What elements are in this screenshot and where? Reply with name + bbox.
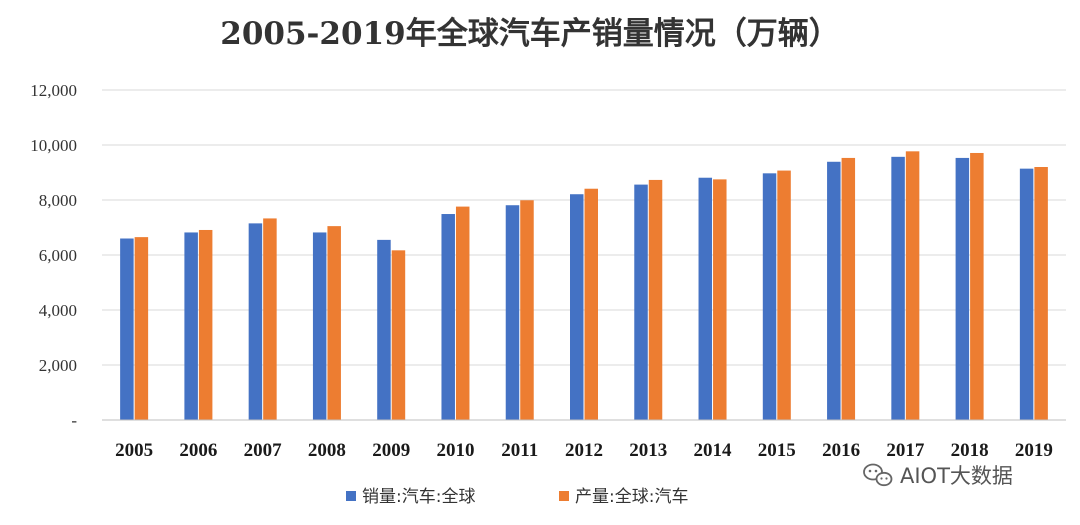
- watermark: AIOT大数据: [863, 463, 1013, 488]
- legend-swatch-sales: [346, 491, 356, 501]
- y-axis-ticks: - 2,000 4,000 6,000 8,000 10,000 12,000: [30, 81, 77, 430]
- bar-sales-2007: [248, 223, 263, 420]
- bar-sales-2009: [377, 239, 391, 420]
- x-tick-label: 2014: [694, 440, 733, 461]
- x-tick-label: 2013: [629, 440, 667, 461]
- y-tick-label: 2,000: [39, 356, 77, 375]
- bar-sales-2013: [634, 184, 648, 420]
- legend: 销量:汽车:全球 产量:全球:汽车: [346, 487, 688, 507]
- x-tick-label: 2011: [501, 440, 538, 461]
- bar-production-2016: [841, 157, 856, 421]
- watermark-text: AIOT大数据: [900, 464, 1013, 488]
- x-tick-label: 2006: [179, 440, 217, 461]
- bar-sales-2018: [955, 157, 970, 421]
- bars: [120, 151, 1048, 421]
- x-tick-label: 2018: [951, 440, 989, 461]
- y-tick-label: 6,000: [39, 246, 77, 265]
- bar-production-2018: [970, 152, 984, 420]
- bar-sales-2010: [441, 214, 455, 420]
- grid-lines: [102, 89, 1066, 366]
- y-tick-label: 8,000: [39, 191, 77, 210]
- bar-production-2008: [327, 226, 341, 420]
- x-tick-label: 2007: [244, 440, 283, 461]
- x-tick-label: 2009: [372, 440, 410, 461]
- y-tick-label: 12,000: [30, 81, 77, 100]
- bar-sales-2016: [827, 161, 841, 420]
- x-axis-ticks: 2005 2006 2007 2008 2009 2010 2011 2012 2013 2014…: [115, 440, 1053, 461]
- bar-production-2019: [1034, 167, 1048, 420]
- bar-production-2012: [584, 188, 598, 420]
- bar-sales-2012: [570, 194, 584, 420]
- bar-production-2011: [520, 200, 534, 420]
- x-tick-label: 2015: [758, 440, 796, 461]
- bar-production-2017: [905, 151, 920, 420]
- bar-production-2006: [198, 229, 213, 420]
- bar-sales-2008: [312, 232, 327, 420]
- bar-sales-2015: [762, 173, 777, 420]
- bar-production-2013: [648, 179, 663, 420]
- bar-sales-2011: [505, 205, 520, 420]
- y-tick-label: 10,000: [30, 136, 77, 155]
- legend-label-sales: 销量:汽车:全球: [362, 487, 475, 507]
- bar-production-2009: [391, 250, 406, 420]
- bar-sales-2017: [891, 156, 905, 420]
- wechat-icon: [863, 463, 893, 487]
- legend-label-production: 产量:全球:汽车: [575, 487, 688, 507]
- y-tick-label: -: [71, 411, 77, 430]
- bar-sales-2006: [184, 232, 198, 420]
- bar-production-2010: [455, 206, 470, 420]
- x-tick-label: 2017: [886, 440, 925, 461]
- bar-production-2015: [777, 170, 791, 420]
- x-tick-label: 2005: [115, 440, 153, 461]
- x-tick-label: 2008: [308, 440, 346, 461]
- chart-title: 2005-2019年全球汽车产销量情况（万辆）: [220, 16, 839, 52]
- bar-production-2014: [713, 179, 727, 420]
- bar-production-2005: [134, 237, 149, 420]
- legend-swatch-production: [559, 491, 569, 501]
- y-tick-label: 4,000: [39, 301, 77, 320]
- x-tick-label: 2012: [565, 440, 603, 461]
- bar-production-2007: [263, 218, 277, 420]
- bar-sales-2005: [120, 238, 134, 420]
- bar-sales-2019: [1019, 168, 1034, 420]
- bar-sales-2014: [698, 177, 713, 420]
- x-tick-label: 2019: [1015, 440, 1053, 461]
- x-tick-label: 2016: [822, 440, 860, 461]
- x-tick-label: 2010: [436, 440, 474, 461]
